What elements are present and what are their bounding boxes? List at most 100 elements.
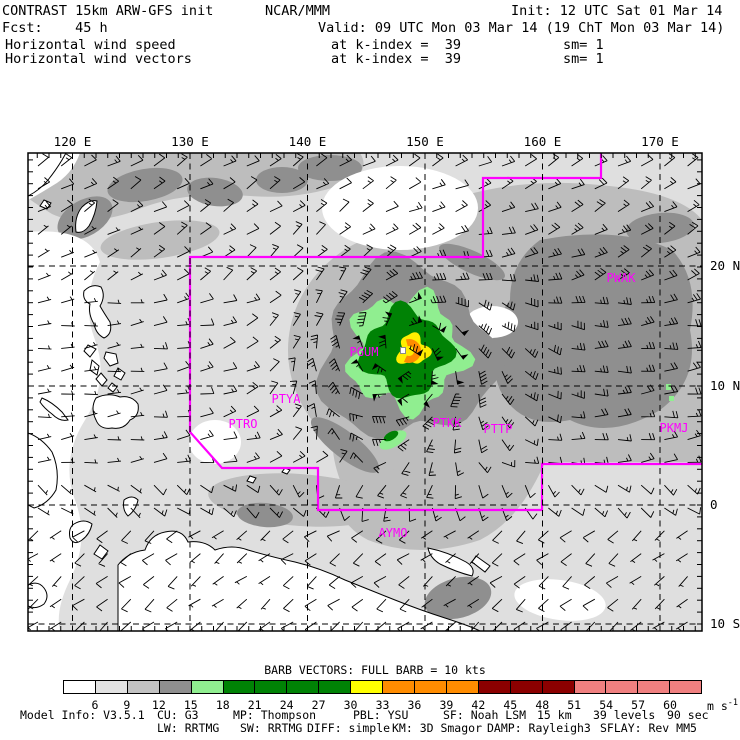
coastline-13 bbox=[69, 520, 93, 544]
shade-dark-1 bbox=[187, 177, 243, 207]
map-frame bbox=[27, 152, 703, 632]
colorbar-tick-27: 27 bbox=[311, 698, 326, 712]
colorbar-tick-15: 15 bbox=[183, 698, 198, 712]
colorbar-tick-21: 21 bbox=[247, 698, 262, 712]
shade-white-4 bbox=[28, 231, 101, 631]
lon-label-1: 130 E bbox=[171, 134, 209, 149]
footer-text-line1-seg3: MP: Thompson bbox=[233, 708, 317, 722]
shade-white-0 bbox=[28, 153, 80, 200]
green-speckle-0 bbox=[666, 384, 671, 390]
station-label-pwak: PWAK bbox=[607, 271, 637, 285]
coastline-2 bbox=[75, 200, 98, 233]
footer-text-line2-seg1: LW: RRTMG bbox=[157, 721, 220, 735]
station-label-pgum: PGUM bbox=[350, 345, 379, 359]
colorbar-cell-2 bbox=[94, 681, 127, 693]
header-text-line4-seg1: Horizontal wind vectors bbox=[5, 51, 192, 67]
storm-arm-0 bbox=[310, 417, 380, 473]
coastline-18 bbox=[427, 547, 474, 577]
footer-text-line1-seg7: 39 levels bbox=[593, 708, 656, 722]
coastline-16 bbox=[28, 582, 48, 609]
lon-label-4: 160 E bbox=[524, 134, 562, 149]
colorbar-cell-15 bbox=[509, 681, 542, 693]
coastline-3 bbox=[83, 285, 112, 339]
footer-text-line1-seg8: 90 sec bbox=[667, 708, 709, 722]
footer-text-line2-seg5: DAMP: Rayleigh3 bbox=[487, 721, 591, 735]
wind-barbs bbox=[28, 153, 702, 631]
header-text-line1-seg2: NCAR/MMM bbox=[265, 3, 331, 19]
footer-text-line1-seg5: SF: Noah LSM bbox=[443, 708, 527, 722]
colorbar-tick-33: 33 bbox=[375, 698, 390, 712]
footer-text-line2-seg2: SW: RRTMG bbox=[240, 721, 303, 735]
colorbar-tick-18: 18 bbox=[215, 698, 230, 712]
coastline-17 bbox=[117, 530, 481, 631]
colorbar-cell-6 bbox=[222, 681, 255, 693]
footer-text-line1-seg4: PBL: YSU bbox=[353, 708, 409, 722]
station-label-aymo: AYMO bbox=[379, 526, 408, 540]
colorbar-cell-13 bbox=[445, 681, 478, 693]
shade-white-6 bbox=[514, 579, 606, 621]
footer-text-line2-seg6: SFLAY: Rev MM5 bbox=[600, 721, 697, 735]
colorbar-cell-4 bbox=[158, 681, 191, 693]
station-label-ptro: PTRO bbox=[229, 417, 258, 431]
barb-legend-title: BARB VECTORS: FULL BARB = 10 kts bbox=[264, 663, 486, 677]
colorbar-tick-12: 12 bbox=[151, 698, 166, 712]
colorbar-cell-12 bbox=[413, 681, 446, 693]
coastline-21 bbox=[281, 467, 291, 475]
header-text-line4-seg2: at k-index = 39 bbox=[331, 51, 462, 67]
colorbar-tick-48: 48 bbox=[535, 698, 550, 712]
map-shading bbox=[28, 153, 702, 631]
colorbar-cell-20 bbox=[669, 681, 702, 693]
header-text-line1-seg3: Init: 12 UTC Sat 01 Mar 14 bbox=[511, 3, 723, 19]
lat-label-1: 10 N bbox=[710, 378, 740, 393]
lon-label-5: 170 E bbox=[641, 134, 679, 149]
storm-arm-1 bbox=[439, 243, 505, 281]
colorbar-tick-51: 51 bbox=[567, 698, 582, 712]
colorbar-cell-16 bbox=[541, 681, 574, 693]
footer-text-line1-seg1: Model Info: V3.5.1 bbox=[20, 708, 145, 722]
coastline-11 bbox=[39, 397, 69, 421]
station-label-ptkk: PTKK bbox=[433, 416, 463, 430]
colorbar-tick-39: 39 bbox=[439, 698, 454, 712]
colorbar-tick-30: 30 bbox=[343, 698, 358, 712]
colorbar-cell-9 bbox=[318, 681, 351, 693]
coastline-10 bbox=[92, 394, 139, 429]
shade-white-3 bbox=[189, 420, 241, 464]
lat-label-3: 10 S bbox=[710, 616, 740, 631]
colorbar-cell-10 bbox=[350, 681, 383, 693]
shade-dark-2 bbox=[256, 167, 308, 193]
colorbar-cell-11 bbox=[382, 681, 414, 693]
header-text-line2-seg2: Valid: 09 UTC Mon 03 Mar 14 (19 ChT Mon … bbox=[318, 20, 725, 36]
coastline-6 bbox=[113, 367, 126, 381]
shade-dark-9 bbox=[492, 234, 693, 428]
header-text-line2-seg1: Fcst: 45 h bbox=[2, 20, 108, 36]
station-label-ptya: PTYA bbox=[272, 392, 302, 406]
shade-white-1 bbox=[322, 166, 478, 250]
coastline-20 bbox=[246, 475, 257, 484]
shade-dark-7 bbox=[237, 502, 293, 528]
footer-text-line2-seg4: KM: 3D Smagor bbox=[392, 721, 483, 735]
storm-tail-darkgreen bbox=[383, 430, 399, 442]
colorbar-tick-54: 54 bbox=[599, 698, 614, 712]
colorbar-cell-8 bbox=[286, 681, 319, 693]
shade-dark-0 bbox=[107, 167, 183, 203]
frame-ticks bbox=[28, 153, 702, 631]
header-text-line3-seg2: at k-index = 39 bbox=[331, 37, 462, 53]
colorbar-cell-14 bbox=[477, 681, 510, 693]
header-text-line1-seg1: CONTRAST 15km ARW-GFS init bbox=[2, 3, 214, 19]
shade-dark-8 bbox=[424, 576, 492, 620]
footer-text-line2-seg3: DIFF: simple bbox=[307, 721, 391, 735]
colorbar-tick-60: 60 bbox=[663, 698, 677, 712]
shade-dark-3 bbox=[298, 155, 362, 181]
footer-text-line1-seg2: CU: G3 bbox=[157, 708, 199, 722]
colorbar-cell-7 bbox=[254, 681, 287, 693]
lon-label-2: 140 E bbox=[289, 134, 327, 149]
colorbar-unit: m s-1 bbox=[707, 698, 739, 713]
storm-tail-lightgreen bbox=[379, 430, 407, 450]
lon-label-0: 120 E bbox=[54, 134, 92, 149]
colorbar-cell-3 bbox=[126, 681, 159, 693]
colorbar-tick-6: 6 bbox=[91, 698, 99, 712]
colorbar-tick-9: 9 bbox=[123, 698, 131, 712]
colorbar-tick-24: 24 bbox=[279, 698, 294, 712]
